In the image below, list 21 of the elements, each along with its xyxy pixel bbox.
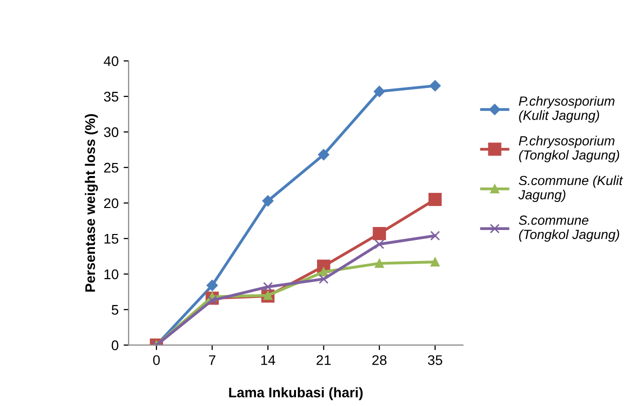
- x-tick-label: 14: [261, 355, 276, 365]
- y-tick-label: 35: [104, 92, 118, 102]
- legend-label: S.commune (Kulit Jagung): [518, 175, 624, 202]
- x-tick-label: 21: [316, 355, 331, 365]
- y-tick-label: 5: [112, 305, 118, 315]
- y-tick-label: 20: [104, 198, 118, 208]
- x-tick-label: 0: [153, 355, 160, 366]
- y-tick-label: 25: [104, 162, 118, 173]
- y-tick-label: 40: [104, 56, 118, 66]
- x-tick-label: 7: [209, 355, 216, 365]
- x-axis-title: Lama Inkubasi (hari): [229, 387, 363, 400]
- y-tick-label: 0: [112, 340, 118, 350]
- y-tick-label: 15: [104, 234, 118, 244]
- x-tick-label: 35: [428, 355, 442, 366]
- y-tick-label: 10: [104, 269, 118, 280]
- legend-label: P.chrysosporium (Kulit Jagung): [518, 96, 614, 123]
- legend-label: S.commune (Tongkol Jagung): [518, 216, 620, 242]
- y-axis-title: Persentase weight loss (%): [84, 114, 98, 292]
- legend-label: P.chrysosporium (Tongkol Jagung): [518, 136, 620, 162]
- x-tick-label: 28: [372, 355, 386, 366]
- y-tick-label: 30: [104, 127, 118, 138]
